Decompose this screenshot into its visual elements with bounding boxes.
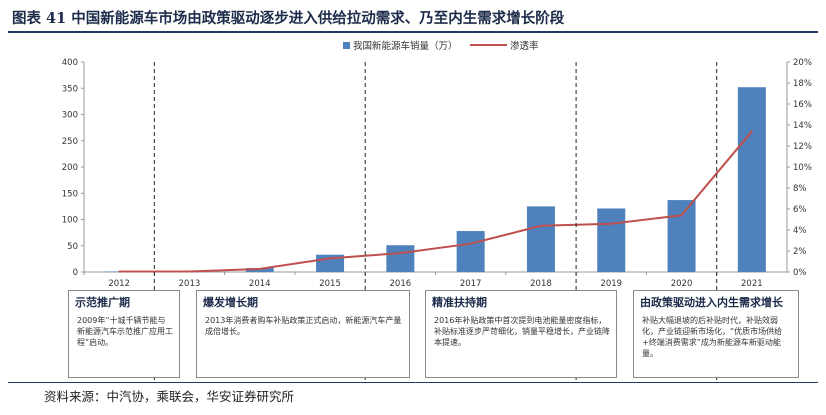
y-left-tick-label: 150 (62, 189, 78, 199)
phase-box-4: 由政策驱动进入内生需求增长 补贴大幅退坡的后补贴时代，补贴效弱化，产业链迎新市场… (633, 290, 799, 378)
phase-dividers (153, 62, 718, 380)
x-tick-label: 2019 (600, 279, 622, 289)
y-left-tick-label: 50 (67, 242, 78, 252)
legend-swatch-sales (343, 42, 350, 49)
phase-desc-4: 补贴大幅退坡的后补贴时代，补贴效弱化，产业链迎新市场化，“优质市场供给+终端消费… (642, 316, 783, 358)
penetration-point-2012 (118, 270, 120, 273)
x-tick-label: 2015 (319, 279, 341, 289)
y-right-tick-label: 10% (793, 163, 812, 173)
phase-title-4: 由政策驱动进入内生需求增长 (640, 296, 783, 309)
penetration-point-2014 (258, 268, 261, 270)
phase-desc-3: 2016年补贴政策中首次提到电池能量密度指标，补贴标准逐步严苛细化，销量平稳增长… (434, 316, 610, 347)
x-tick-label: 2014 (249, 279, 271, 289)
bar-2017 (456, 231, 485, 272)
x-tick-label: 2012 (108, 279, 130, 289)
phase-box-2: 爆发增长期 2013年消费者购车补贴政策正式启动，新能源汽车产量成倍增长。 (196, 290, 410, 378)
bar-2019 (597, 208, 626, 272)
penetration-point-2015 (329, 257, 331, 260)
line-layer (118, 130, 753, 273)
y-right-tick-label: 0% (793, 268, 807, 278)
penetration-point-2019 (610, 222, 613, 225)
y-right-tick-label: 18% (793, 79, 812, 89)
x-tick-label: 2017 (460, 279, 482, 289)
y-left-tick-label: 300 (62, 111, 78, 121)
y-right-tick-label: 16% (793, 100, 812, 110)
bar-2016 (386, 245, 415, 272)
penetration-point-2013 (188, 270, 191, 273)
bar-2020 (667, 200, 696, 272)
bar-2021 (737, 87, 766, 272)
title-rule (8, 31, 818, 33)
x-tick-label: 2013 (179, 279, 201, 289)
phase-desc-1: 2009年“十城千辆节能与新能源汽车示范推广应用工程”启动。 (77, 316, 173, 347)
penetration-point-2020 (680, 214, 683, 217)
phase-title-3: 精准扶持期 (432, 296, 487, 309)
penetration-point-2017 (469, 242, 472, 245)
y-left-tick-label: 250 (62, 137, 78, 147)
y-right-tick-label: 6% (793, 205, 807, 215)
y-right-tick-label: 20% (793, 58, 812, 68)
bar-2018 (526, 206, 555, 272)
phase-box-1: 示范推广期 2009年“十城千辆节能与新能源汽车示范推广应用工程”启动。 (68, 290, 180, 378)
y-right-tick-label: 14% (793, 121, 812, 131)
penetration-point-2021 (751, 130, 753, 133)
bottom-rule (8, 382, 818, 383)
phase-desc-2: 2013年消费者购车补贴政策正式启动，新能源汽车产量成倍增长。 (205, 316, 402, 336)
y-right-tick-label: 4% (793, 226, 807, 236)
penetration-line (119, 130, 753, 273)
bars (105, 87, 766, 272)
penetration-point-2018 (540, 225, 542, 227)
x-tick-label: 2021 (741, 279, 763, 289)
phase-box-3: 精准扶持期 2016年补贴政策中首次提到电池能量密度指标，补贴标准逐步严苛细化，… (425, 290, 617, 378)
legend-label-penetration: 渗透率 (510, 40, 539, 52)
figure-title: 图表 41 中国新能源车市场由政策驱动逐步进入供给拉动需求、乃至内生需求增长阶段 (12, 10, 565, 27)
axes: 0 50 100 150 200 250 300 350 400 0% 2% 4% 6% 8% 10% 12%… (62, 58, 812, 289)
y-right-tick-label: 12% (793, 142, 812, 152)
phase-title-1: 示范推广期 (75, 296, 130, 309)
y-left-tick-label: 200 (62, 163, 78, 173)
y-left-tick-label: 400 (62, 58, 78, 68)
y-right-tick-label: 8% (793, 184, 807, 194)
bar-2014 (245, 268, 274, 272)
y-right-tick-label: 2% (793, 247, 807, 257)
source-note: 资料来源：中汽协，乘联会，华安证券研究所 (44, 389, 295, 404)
penetration-point-2016 (399, 252, 402, 254)
y-left-tick-label: 100 (62, 216, 78, 226)
y-left-tick-label: 0 (73, 268, 78, 278)
legend: 我国新能源车销量（万） 渗透率 (343, 40, 539, 52)
x-tick-label: 2018 (530, 279, 552, 289)
legend-label-sales: 我国新能源车销量（万） (353, 40, 458, 52)
y-left-tick-label: 350 (62, 84, 78, 94)
x-tick-label: 2020 (671, 279, 693, 289)
phase-title-2: 爆发增长期 (203, 296, 258, 309)
x-tick-label: 2016 (390, 279, 412, 289)
